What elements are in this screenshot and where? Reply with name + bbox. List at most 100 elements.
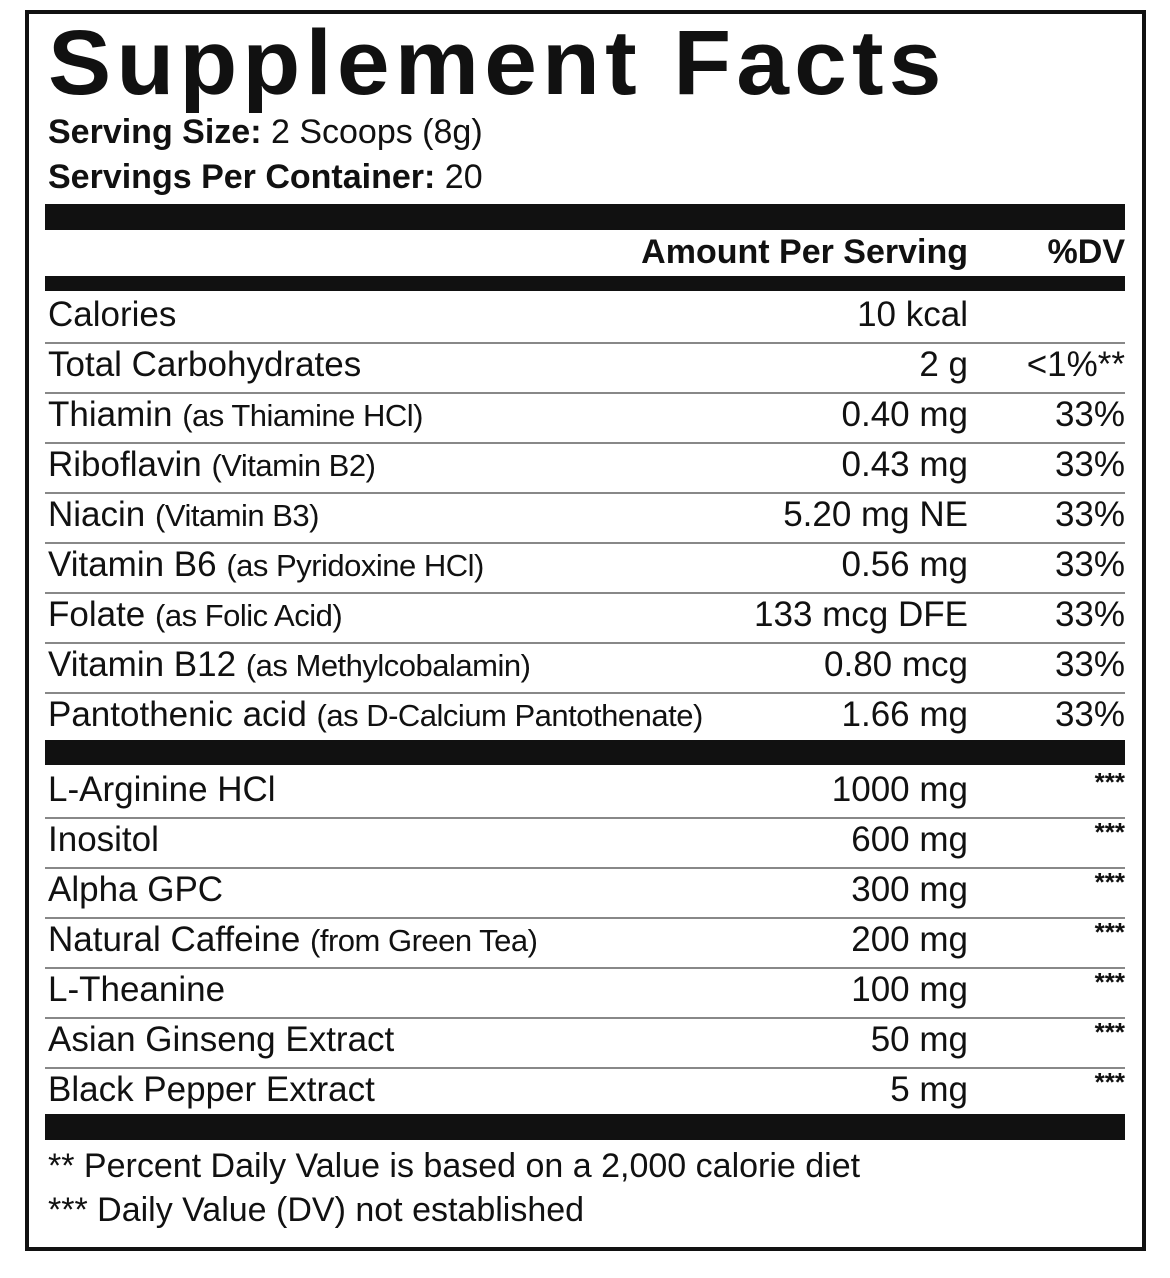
nutrient-source: (Vitamin B2) <box>211 448 376 483</box>
divider-bar <box>45 276 1125 291</box>
nutrient-name-main: Asian Ginseng Extract <box>48 1020 395 1059</box>
nutrient-name: Asian Ginseng Extract <box>48 1017 394 1064</box>
nutrient-name-main: Folate <box>48 595 146 634</box>
nutrient-name-main: Alpha GPC <box>48 870 224 909</box>
nutrient-name-main: Total Carbohydrates <box>48 345 362 384</box>
nutrient-dv: 33% <box>1054 695 1125 734</box>
nutrient-dv: 33% <box>1054 645 1125 684</box>
nutrient-name: Natural Caffeine (from Green Tea) <box>48 917 538 964</box>
nutrient-source: (Vitamin B3) <box>155 498 320 533</box>
nutrient-source: (as Thiamine HCl) <box>182 398 423 433</box>
nutrient-amount: 0.43 mg <box>841 445 968 484</box>
supplement-facts-panel <box>25 10 1146 1251</box>
nutrient-row: Inositol 600 mg *** <box>45 817 1125 869</box>
nutrient-row: Pantothenic acid (as D-Calcium Pantothen… <box>45 692 1125 742</box>
nutrient-name: L-Theanine <box>48 967 225 1014</box>
nutrient-amount: 50 mg <box>870 1020 968 1059</box>
serving-size-value: 2 Scoops (8g) <box>270 113 483 151</box>
nutrient-name: Calories <box>48 292 176 339</box>
nutrient-amount: 5 mg <box>890 1070 968 1109</box>
nutrient-row: Niacin (Vitamin B3) 5.20 mg NE 33% <box>45 492 1125 544</box>
nutrient-amount: 1.66 mg <box>841 695 968 734</box>
nutrient-dv: 33% <box>1054 445 1125 484</box>
nutrient-amount: 0.80 mcg <box>824 645 968 684</box>
nutrient-dv: *** <box>1094 1067 1125 1097</box>
nutrient-dv: 33% <box>1054 545 1125 584</box>
nutrient-name-main: Niacin <box>48 495 146 534</box>
nutrient-dv: *** <box>1094 967 1125 997</box>
nutrient-row: L-Arginine HCl 1000 mg *** <box>45 767 1125 819</box>
nutrient-dv: 33% <box>1054 595 1125 634</box>
nutrient-amount: 0.56 mg <box>841 545 968 584</box>
nutrient-dv: *** <box>1094 867 1125 897</box>
nutrient-name-main: Black Pepper Extract <box>48 1070 375 1109</box>
nutrient-row: L-Theanine 100 mg *** <box>45 967 1125 1019</box>
nutrient-amount: 300 mg <box>851 870 968 909</box>
nutrient-amount: 2 g <box>919 345 968 384</box>
nutrient-amount: 600 mg <box>851 820 968 859</box>
nutrient-row: Black Pepper Extract 5 mg *** <box>45 1067 1125 1117</box>
nutrient-name-main: L-Arginine HCl <box>48 770 276 809</box>
nutrient-amount: 5.20 mg NE <box>783 495 968 534</box>
nutrient-row: Folate (as Folic Acid) 133 mcg DFE 33% <box>45 592 1125 644</box>
nutrient-name-main: Natural Caffeine <box>48 920 301 959</box>
nutrient-dv: 33% <box>1054 395 1125 434</box>
nutrient-name: Vitamin B6 (as Pyridoxine HCl) <box>48 542 484 589</box>
nutrient-name: Thiamin (as Thiamine HCl) <box>48 392 423 439</box>
nutrient-amount: 200 mg <box>851 920 968 959</box>
nutrient-row: Thiamin (as Thiamine HCl) 0.40 mg 33% <box>45 392 1125 444</box>
nutrient-name: Alpha GPC <box>48 867 223 914</box>
nutrient-row: Vitamin B6 (as Pyridoxine HCl) 0.56 mg 3… <box>45 542 1125 594</box>
nutrient-dv: 33% <box>1054 495 1125 534</box>
nutrient-source: (as D-Calcium Pantothenate) <box>316 698 704 733</box>
nutrient-name-main: Pantothenic acid <box>48 695 307 734</box>
nutrient-name-main: Thiamin <box>48 395 173 434</box>
serving-size-label: Serving Size: <box>48 113 262 151</box>
nutrient-name-main: Vitamin B12 <box>48 645 237 684</box>
nutrient-name-main: Inositol <box>48 820 159 859</box>
servings-per-container: Servings Per Container: 20 <box>48 158 483 197</box>
dv-header: %DV <box>1047 233 1125 271</box>
nutrient-amount: 100 mg <box>851 970 968 1009</box>
nutrient-source: (as Methylcobalamin) <box>245 648 531 683</box>
nutrient-name: Vitamin B12 (as Methylcobalamin) <box>48 642 531 689</box>
nutrient-amount: 133 mcg DFE <box>754 595 968 634</box>
footnote-not-established: *** Daily Value (DV) not established <box>48 1191 585 1229</box>
nutrient-name-main: Calories <box>48 295 177 334</box>
nutrient-name: Inositol <box>48 817 159 864</box>
nutrient-dv: <1%** <box>1026 345 1125 384</box>
nutrient-dv: *** <box>1094 817 1125 847</box>
nutrient-amount: 0.40 mg <box>841 395 968 434</box>
nutrient-name-main: Vitamin B6 <box>48 545 217 584</box>
nutrient-amount: 10 kcal <box>857 295 968 334</box>
nutrient-source: (as Folic Acid) <box>155 598 343 633</box>
nutrient-name: Black Pepper Extract <box>48 1067 375 1114</box>
nutrient-source: (from Green Tea) <box>310 923 538 958</box>
nutrient-dv: *** <box>1094 767 1125 797</box>
nutrient-row: Natural Caffeine (from Green Tea) 200 mg… <box>45 917 1125 969</box>
nutrient-name: Folate (as Folic Acid) <box>48 592 343 639</box>
nutrient-name: Total Carbohydrates <box>48 342 361 389</box>
nutrient-name: L-Arginine HCl <box>48 767 276 814</box>
nutrient-amount: 1000 mg <box>831 770 968 809</box>
divider-bar <box>45 1114 1125 1140</box>
serving-size: Serving Size: 2 Scoops (8g) <box>48 113 483 152</box>
nutrient-name: Pantothenic acid (as D-Calcium Pantothen… <box>48 692 703 739</box>
nutrient-dv: *** <box>1094 1017 1125 1047</box>
nutrient-name: Niacin (Vitamin B3) <box>48 492 320 539</box>
footnote-dv: ** Percent Daily Value is based on a 2,0… <box>48 1147 861 1185</box>
nutrient-row: Alpha GPC 300 mg *** <box>45 867 1125 919</box>
servings-per-container-label: Servings Per Container: <box>48 158 436 196</box>
panel-title: Supplement Facts <box>48 12 947 114</box>
amount-per-serving-header: Amount Per Serving <box>641 233 968 271</box>
servings-per-container-value: 20 <box>444 158 483 196</box>
nutrient-row: Asian Ginseng Extract 50 mg *** <box>45 1017 1125 1069</box>
nutrient-row: Total Carbohydrates 2 g <1%** <box>45 342 1125 394</box>
nutrient-row: Calories 10 kcal <box>45 292 1125 344</box>
nutrient-dv: *** <box>1094 917 1125 947</box>
nutrient-source: (as Pyridoxine HCl) <box>226 548 484 583</box>
nutrient-name-main: L-Theanine <box>48 970 226 1009</box>
nutrient-row: Vitamin B12 (as Methylcobalamin) 0.80 mc… <box>45 642 1125 694</box>
nutrient-name: Riboflavin (Vitamin B2) <box>48 442 376 489</box>
divider-bar <box>45 740 1125 765</box>
